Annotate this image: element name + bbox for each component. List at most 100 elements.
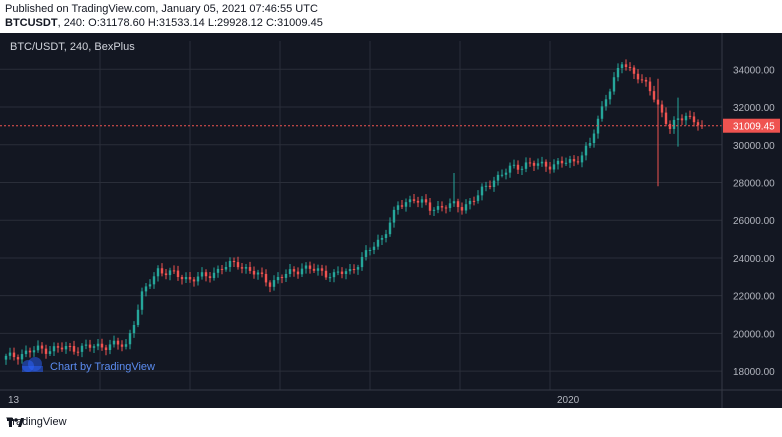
- candle-body: [212, 272, 216, 279]
- interval-label: 240: [63, 17, 83, 29]
- watermark-text: Chart by TradingView: [50, 361, 155, 373]
- candle-body: [160, 268, 164, 274]
- candle-body: [152, 276, 156, 285]
- last-price-badge: [723, 118, 780, 133]
- tradingview-cloud-icon: [22, 357, 43, 372]
- candle-body: [48, 351, 52, 354]
- candle-body: [204, 272, 208, 277]
- candle-body: [164, 273, 168, 276]
- y-tick-label: 30000.00: [733, 141, 775, 152]
- candle-body: [568, 159, 572, 163]
- candle-body: [552, 164, 556, 170]
- last-price-label: 31009.45: [733, 122, 775, 133]
- candle-body: [672, 119, 676, 129]
- candle-body: [44, 348, 48, 354]
- candle-body: [116, 340, 120, 345]
- candle-body: [208, 276, 212, 279]
- candle-body: [488, 185, 492, 187]
- candle-body: [32, 350, 36, 353]
- candle-body: [620, 64, 624, 69]
- candle-body: [168, 270, 172, 276]
- candle-body: [288, 269, 292, 274]
- candle-body: [12, 352, 16, 358]
- candle-body: [380, 237, 384, 240]
- candle-body: [196, 276, 200, 282]
- tradingview-logo-icon: [7, 418, 24, 427]
- candle-body: [464, 204, 468, 211]
- candle-body: [500, 174, 504, 176]
- candle-body: [532, 162, 536, 166]
- candle-body: [456, 201, 460, 208]
- candle-body: [140, 291, 144, 310]
- candle-body: [328, 277, 332, 279]
- candle-body: [104, 347, 108, 351]
- candle-body: [688, 115, 692, 117]
- candle-body: [284, 273, 288, 278]
- candle-body: [176, 270, 180, 278]
- candle-body: [120, 344, 124, 347]
- candle-body: [392, 209, 396, 223]
- candle-body: [180, 277, 184, 280]
- y-tick-label: 18000.00: [733, 367, 775, 378]
- candle-body: [324, 270, 328, 278]
- candle-body: [304, 265, 308, 269]
- candle-body: [96, 343, 100, 347]
- candle-body: [616, 68, 620, 78]
- candle-body: [132, 324, 136, 334]
- candle-body: [232, 260, 236, 263]
- candle-body: [340, 271, 344, 274]
- candle-body: [224, 266, 228, 270]
- symbol-label: BTCUSDT: [5, 17, 58, 29]
- candle-body: [636, 73, 640, 80]
- candle-body: [156, 268, 160, 277]
- footer-logo[interactable]: TradingView: [6, 416, 67, 428]
- candlestick-chart[interactable]: 18000.00 20000.00 22000.00 24000.00 26000.00…: [0, 33, 782, 408]
- candle-body: [240, 267, 244, 269]
- candle-body: [508, 165, 512, 173]
- candle-body: [520, 168, 524, 170]
- chart-panel[interactable]: 18000.00 20000.00 22000.00 24000.00 26000.00…: [0, 33, 782, 408]
- candle-body: [112, 340, 116, 345]
- candle-body: [468, 200, 472, 205]
- candle-body: [644, 79, 648, 82]
- candle-body: [576, 161, 580, 163]
- candle-body: [452, 201, 456, 204]
- candle-body: [36, 345, 40, 351]
- candle-body: [668, 123, 672, 129]
- candle-body: [188, 277, 192, 280]
- y-tick-label: 26000.00: [733, 216, 775, 227]
- candle-body: [72, 346, 76, 352]
- candle-body: [580, 155, 584, 163]
- candle-body: [364, 250, 368, 257]
- candle-body: [436, 206, 440, 210]
- candle-body: [592, 133, 596, 144]
- candle-body: [64, 346, 68, 350]
- x-tick-label: 2020: [557, 395, 580, 406]
- candle-body: [584, 145, 588, 156]
- candle-body: [372, 246, 376, 250]
- y-tick-label: 24000.00: [733, 254, 775, 265]
- ohlc-line: BTCUSDT, 240: O:31178.60 H:31533.14 L:29…: [5, 17, 323, 29]
- legend-title: BTC/USDT, 240, BexPlus: [10, 41, 135, 53]
- candle-body: [24, 350, 28, 355]
- candle-body: [4, 355, 8, 360]
- candle-body: [444, 207, 448, 209]
- ohlc-values: O:31178.60 H:31533.14 L:29928.12 C:31009…: [88, 17, 323, 29]
- candle-body: [192, 279, 196, 282]
- candle-body: [108, 344, 112, 351]
- candle-body: [124, 344, 128, 347]
- candle-body: [572, 159, 576, 162]
- candle-body: [660, 104, 664, 113]
- candle-body: [604, 99, 608, 107]
- candle-body: [536, 163, 540, 166]
- candle-body: [272, 280, 276, 287]
- candle-body: [336, 271, 340, 273]
- y-tick-label: 22000.00: [733, 292, 775, 303]
- candle-body: [656, 99, 660, 105]
- candle-body: [684, 115, 688, 121]
- candle-body: [412, 199, 416, 201]
- candle-body: [588, 143, 592, 146]
- candle-body: [396, 205, 400, 210]
- candle-body: [368, 249, 372, 251]
- candle-body: [524, 162, 528, 169]
